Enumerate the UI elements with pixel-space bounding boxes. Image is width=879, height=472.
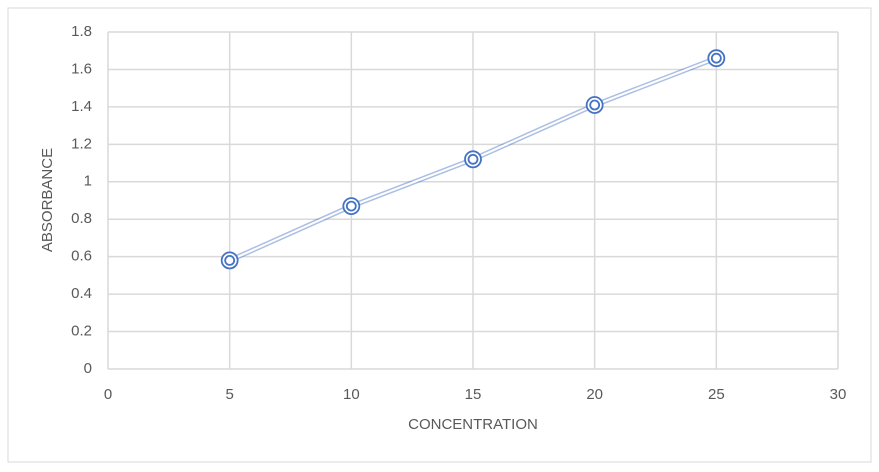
x-tick-label: 20 — [586, 386, 603, 403]
y-tick-label: 0 — [84, 360, 92, 377]
x-tick-label: 0 — [104, 386, 112, 403]
point-inner — [224, 255, 236, 266]
y-tick-label: 1 — [84, 173, 92, 190]
y-axis-label: ABSORBANCE — [39, 148, 56, 252]
y-tick-label: 0.4 — [71, 285, 92, 302]
y-tick-label: 1.8 — [71, 23, 92, 40]
y-tick-label: 0.8 — [71, 210, 92, 227]
y-tick-label: 1.2 — [71, 135, 92, 152]
y-tick-label: 0.2 — [71, 323, 92, 340]
point-inner — [345, 200, 357, 212]
point-inner — [467, 153, 479, 165]
point-inner — [589, 99, 601, 111]
y-tick-label: 0.6 — [71, 248, 92, 265]
x-tick-label: 30 — [830, 386, 847, 403]
x-tick-label: 5 — [225, 386, 233, 403]
y-tick-label: 1.6 — [71, 60, 92, 77]
x-tick-label: 10 — [343, 386, 360, 403]
chart-border — [7, 7, 872, 463]
x-tick-label: 15 — [465, 386, 482, 403]
x-tick-label: 25 — [708, 386, 725, 403]
x-axis-label: CONCENTRATION — [408, 416, 538, 433]
y-tick-label: 1.4 — [71, 98, 92, 115]
point-inner — [710, 52, 722, 64]
